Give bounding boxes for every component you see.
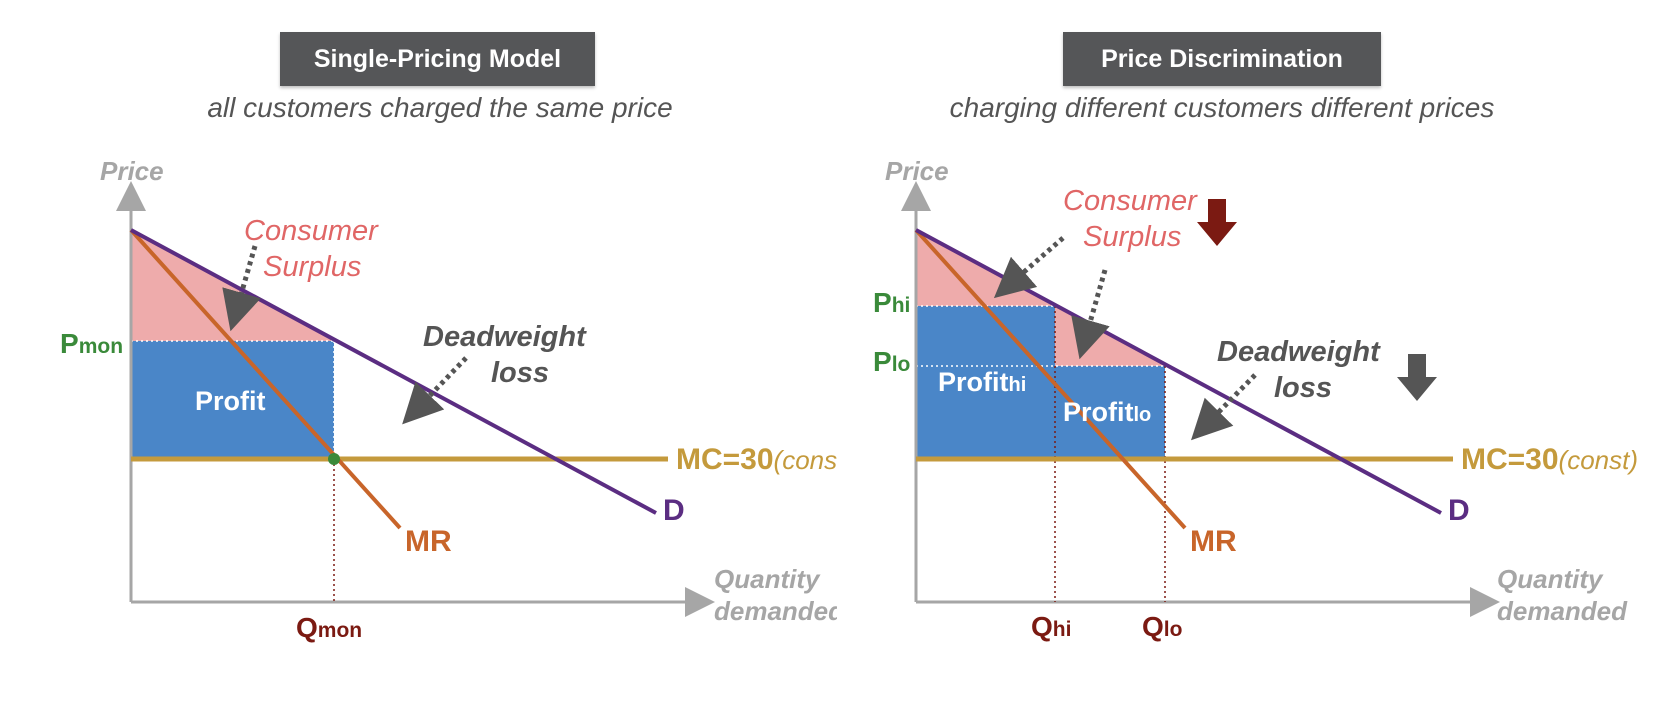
x-axis-label-line2: demanded — [1497, 596, 1628, 626]
q-lo-label: Qlo — [1142, 611, 1182, 642]
mr-line — [914, 228, 1187, 530]
cs-label-line2: Surplus — [263, 251, 361, 283]
p-mon-sub: mon — [79, 335, 123, 358]
demand-line — [130, 228, 657, 515]
cs-pointer-arrow — [222, 245, 261, 332]
single-pricing-subtitle: all customers charged the same price — [207, 92, 673, 123]
q-mon-main: Q — [296, 612, 318, 643]
q-hi-main: Q — [1031, 611, 1053, 642]
q-hi-sub: hi — [1053, 618, 1072, 641]
demand-label: D — [1448, 494, 1470, 527]
mc-label-main: MC=30 — [676, 443, 774, 476]
q-mon-sub: mon — [318, 619, 362, 642]
mc-label: MC=30(const) — [676, 443, 837, 476]
profit-area — [131, 341, 334, 459]
p-mon-main: P — [60, 328, 79, 359]
mc-label-const: (const) — [774, 445, 837, 475]
single-pricing-title: Single-Pricing Model — [280, 32, 595, 86]
cs-label-line1: Consumer — [1063, 185, 1198, 217]
x-axis-label-line2: demanded — [714, 596, 837, 626]
cs-hi-pointer-arrow — [993, 236, 1065, 299]
profit-hi-label: Profithi — [938, 367, 1026, 397]
q-lo-sub: lo — [1164, 618, 1183, 641]
p-lo-main: P — [873, 346, 892, 377]
cs-label-line2: Surplus — [1083, 221, 1181, 253]
mr-label: MR — [405, 525, 452, 558]
dwl-pointer-arrow — [402, 356, 468, 425]
price-discrimination-panel: Price Discrimination charging different … — [837, 0, 1674, 708]
p-lo-sub: lo — [892, 353, 911, 376]
profit-lo-main: Profit — [1063, 397, 1134, 427]
p-hi-main: P — [873, 287, 892, 318]
profit-label: Profit — [195, 386, 266, 416]
mc-label-main: MC=30 — [1461, 443, 1559, 476]
single-pricing-panel: Single-Pricing Model all customers charg… — [60, 32, 837, 643]
price-discrimination-subtitle: charging different customers different p… — [949, 92, 1495, 123]
dwl-label-line2: loss — [491, 357, 549, 389]
p-lo-label: Plo — [873, 346, 910, 377]
single-pricing-diagram: Price Quantity demanded Consumer Surplus… — [60, 156, 837, 643]
q-hi-label: Qhi — [1031, 611, 1071, 642]
mc-label: MC=30(const) — [1461, 443, 1638, 476]
y-axis-label: Price — [100, 156, 164, 186]
q-mon-label: Qmon — [296, 612, 362, 643]
profit-hi-area — [916, 306, 1055, 459]
q-lo-main: Q — [1142, 611, 1164, 642]
mr-label: MR — [1190, 525, 1237, 558]
p-hi-label: Phi — [873, 287, 910, 318]
p-mon-label: Pmon — [60, 328, 123, 359]
mc-label-const: (const) — [1559, 445, 1638, 475]
profit-hi-sub: hi — [1009, 374, 1027, 396]
profit-lo-sub: lo — [1134, 404, 1152, 426]
p-hi-sub: hi — [892, 294, 911, 317]
price-discrimination-diagram: Price Quantity demanded Consumer Surplus… — [873, 156, 1638, 642]
dwl-label-line1: Deadweight — [423, 321, 587, 353]
demand-label: D — [663, 494, 685, 527]
dwl-pointer-arrow — [1190, 373, 1257, 441]
profit-hi-main: Profit — [938, 367, 1009, 397]
profit-lo-label: Profitlo — [1063, 397, 1151, 427]
mr-mc-intersection-dot — [328, 453, 340, 465]
cs-label-line1: Consumer — [244, 215, 379, 247]
price-discrimination-title: Price Discrimination — [1063, 32, 1381, 86]
dwl-label-line1: Deadweight — [1217, 336, 1381, 368]
dwl-down-arrow-icon — [1397, 354, 1437, 401]
mr-line — [129, 228, 402, 530]
x-axis-label-line1: Quantity — [714, 564, 821, 594]
cs-down-arrow-icon — [1197, 199, 1237, 246]
x-axis-label-line1: Quantity — [1497, 564, 1604, 594]
y-axis-label: Price — [885, 156, 949, 186]
dwl-label-line2: loss — [1274, 372, 1332, 404]
